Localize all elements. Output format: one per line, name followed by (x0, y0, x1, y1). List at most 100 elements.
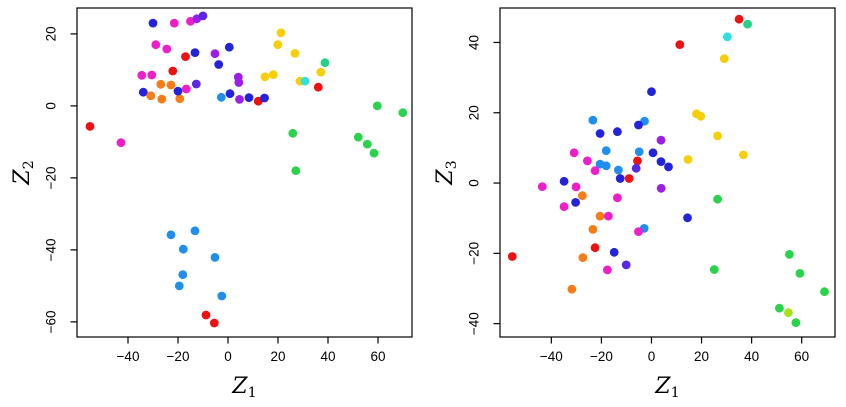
data-point (696, 111, 706, 121)
data-point (795, 269, 805, 278)
data-point (656, 183, 666, 193)
data-point (320, 58, 330, 68)
y-tick-label: 20 (44, 26, 59, 41)
data-point (633, 156, 642, 166)
data-point (571, 182, 581, 192)
data-point (634, 120, 643, 130)
data-point (722, 32, 732, 42)
data-point (268, 70, 278, 79)
data-point (288, 128, 298, 138)
data-point (198, 11, 208, 21)
data-point (601, 161, 611, 171)
x-tick-label: 60 (794, 349, 809, 364)
y-tick-label: 20 (467, 105, 482, 120)
data-point (191, 79, 201, 89)
data-point (709, 265, 719, 274)
data-point (664, 162, 673, 172)
data-point (362, 139, 372, 149)
data-point (601, 146, 611, 156)
data-point (507, 252, 517, 261)
x-tick-label: 40 (744, 349, 759, 364)
data-point (719, 54, 729, 63)
y-tick-label: 0 (467, 179, 482, 187)
data-point (559, 176, 569, 186)
x-tick-label: −40 (117, 349, 140, 364)
data-point (210, 253, 220, 262)
data-point (166, 230, 176, 240)
data-point (201, 310, 211, 320)
data-point (369, 148, 379, 158)
data-point (178, 270, 188, 280)
y-tick-label: 40 (467, 35, 482, 50)
data-point (162, 44, 172, 54)
data-point (156, 79, 166, 89)
data-point (273, 40, 283, 50)
data-point (190, 48, 200, 57)
data-point (713, 194, 722, 204)
data-point (148, 18, 158, 28)
data-point (621, 260, 631, 270)
data-point (173, 86, 183, 96)
data-point (613, 127, 622, 137)
x-tick-label: −40 (540, 349, 563, 364)
data-point (567, 284, 577, 294)
data-point (820, 287, 829, 297)
data-point (604, 211, 613, 221)
y-tick-label: −40 (44, 238, 59, 261)
data-point (590, 243, 600, 253)
data-point (559, 202, 569, 212)
data-point (648, 148, 658, 158)
y-tick-label: −20 (467, 242, 482, 265)
data-point (578, 191, 587, 201)
data-point (276, 28, 286, 38)
plot-box (499, 7, 836, 338)
data-point (590, 166, 600, 176)
y-tick-label: −60 (44, 310, 59, 333)
data-point (260, 72, 270, 82)
y-tick-label: 0 (44, 102, 59, 110)
data-point (647, 87, 656, 97)
data-point (316, 67, 326, 77)
data-point (791, 318, 801, 327)
data-point (775, 303, 784, 313)
data-point (537, 182, 547, 192)
data-point (178, 244, 188, 254)
x-tick-label: 40 (320, 349, 335, 364)
y-tick-label: −20 (44, 166, 59, 189)
data-point (313, 82, 323, 92)
data-point (175, 94, 185, 104)
data-point (624, 174, 634, 183)
y-axis-label: Z2 (10, 160, 37, 185)
x-tick-label: 60 (370, 349, 385, 364)
data-point (235, 95, 244, 104)
data-point (734, 14, 744, 24)
data-point (583, 156, 592, 166)
data-point (683, 155, 693, 164)
data-point (739, 150, 748, 160)
data-point (300, 76, 310, 86)
data-point (595, 129, 605, 138)
x-tick-label: −20 (590, 349, 613, 364)
data-point (146, 91, 156, 101)
data-point (168, 66, 178, 76)
scatter-panel-z1-z2: −40 −20 0 20 40 60 −60 −40 −20 0 20 Z1 Z2 (10, 7, 413, 401)
data-point (225, 89, 235, 99)
data-point (157, 94, 167, 104)
data-point (116, 138, 126, 148)
y-tick-label: −40 (467, 312, 482, 335)
data-point (85, 122, 95, 131)
data-point (224, 42, 234, 52)
data-point (372, 101, 382, 111)
data-point (181, 52, 190, 61)
data-point (675, 40, 685, 49)
data-point (603, 265, 612, 275)
data-point (595, 211, 605, 221)
data-point (743, 19, 752, 29)
data-point (571, 198, 580, 207)
data-point (151, 40, 161, 50)
data-point (291, 166, 301, 176)
plot-box (76, 7, 413, 338)
data-point (216, 92, 226, 102)
data-point (398, 108, 408, 118)
data-point (138, 87, 148, 97)
